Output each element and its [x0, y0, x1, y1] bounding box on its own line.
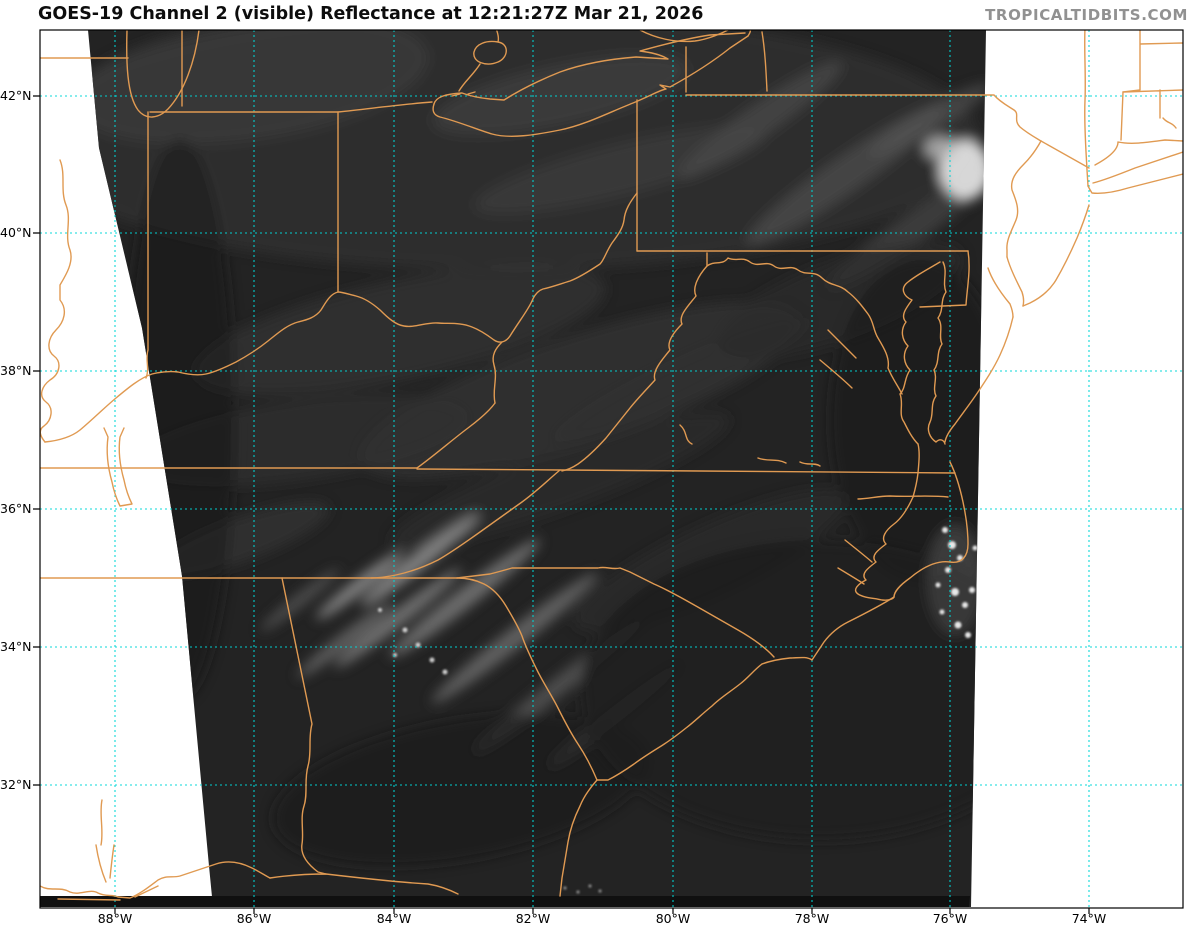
satellite-imagery-swath — [40, 30, 986, 907]
newyork-pennsylvania-border — [685, 46, 1042, 142]
lake-michigan-shoreline — [126, 30, 200, 118]
albemarle-sound — [857, 443, 949, 500]
southcarolina-georgia-coast — [559, 663, 763, 897]
mississippi-river — [40, 159, 72, 443]
lat-tick-label-34n: 34°N — [0, 639, 32, 654]
florida-georgia-border — [269, 873, 459, 895]
long-island-shorelines — [1087, 151, 1183, 194]
latlon-gridlines — [40, 30, 1183, 908]
cloud-field — [88, 30, 986, 867]
lon-tick-label-84w: 84°W — [376, 911, 412, 926]
hudson-river — [1084, 30, 1089, 187]
delmarva-atlantic-coast — [944, 316, 1014, 443]
illinois-indiana-border — [145, 111, 149, 379]
kerr-gaston-lakes — [679, 424, 821, 467]
swath-bottom-strip — [40, 896, 970, 907]
lat-tick-label-42n: 42°N — [0, 88, 32, 103]
lat-tick-label-40n: 40°N — [0, 225, 32, 240]
lon-tick-label-82w: 82°W — [515, 911, 551, 926]
genesee-river — [761, 31, 768, 92]
mobile-bay — [95, 799, 115, 883]
gulf-coastline — [40, 861, 271, 899]
newjersey-atlantic-coast — [1022, 204, 1090, 307]
delaware-river-border — [1006, 140, 1042, 258]
delaware-maryland-border — [919, 250, 970, 308]
connecticut-coast — [1094, 139, 1183, 166]
lon-tick-label-80w: 80°W — [655, 911, 691, 926]
newyork-newjersey-border — [1040, 140, 1090, 169]
page-title: GOES-19 Channel 2 (visible) Reflectance … — [38, 4, 704, 24]
lake-st-clair-detroit-river — [458, 30, 507, 92]
geography-boundaries — [40, 30, 1183, 901]
northcarolina-southcarolina-border — [456, 566, 775, 658]
kentucky-lake-barkley — [103, 427, 133, 507]
chesapeake-bay-east-shore — [927, 261, 947, 445]
lake-erie-north-shore — [433, 32, 746, 105]
westvirginia-virginia-border — [561, 252, 708, 472]
outer-banks — [893, 461, 969, 598]
georgia-alabama-border — [281, 577, 327, 875]
kentucky-virginia-border — [416, 402, 496, 469]
lake-erie-south-shore — [432, 35, 749, 137]
ohio-river — [44, 192, 638, 443]
delaware-bay — [987, 256, 1025, 318]
lon-tick-label-76w: 76°W — [932, 911, 968, 926]
savannah-river-border — [456, 577, 598, 781]
tennessee-northcarolina-border — [370, 469, 561, 579]
northcarolina-south-coast — [761, 596, 895, 665]
watermark-tropicaltidbits: TROPICALTIDBITS.COM — [985, 6, 1188, 24]
cumulus-specks — [378, 527, 978, 894]
axis-ticks — [33, 95, 1090, 914]
lat-tick-label-36n: 36°N — [0, 501, 32, 516]
chesapeake-bay-west-shore — [899, 261, 941, 445]
pamlico-sound-shore — [854, 496, 914, 601]
lon-tick-label-86w: 86°W — [236, 911, 272, 926]
connecticut-newyork-border — [1120, 91, 1124, 141]
lon-tick-label-74w: 74°W — [1071, 911, 1107, 926]
kentucky-westvirginia-border — [492, 341, 503, 404]
lat-tick-label-32n: 32°N — [0, 777, 32, 792]
lon-tick-label-88w: 88°W — [97, 911, 133, 926]
potomac-river — [706, 257, 903, 395]
lat-tick-label-38n: 38°N — [0, 363, 32, 378]
newengland-borders — [1122, 30, 1183, 129]
tidewater-river-inlets — [819, 329, 873, 585]
lake-ontario-shoreline — [639, 30, 752, 43]
lake-erie-islands — [451, 91, 476, 97]
michigan-indiana-ohio-border — [149, 101, 433, 113]
virginia-northcarolina-border — [416, 468, 956, 474]
lon-tick-label-78w: 78°W — [794, 911, 830, 926]
plot-frame — [39, 29, 1184, 909]
gulf-barrier-islands — [57, 885, 159, 901]
